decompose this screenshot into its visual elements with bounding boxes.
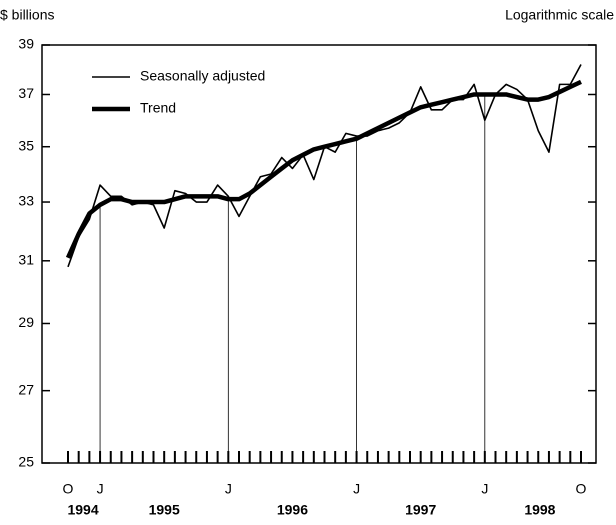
y-tick-label: 31 <box>18 252 34 268</box>
series-line <box>65 79 582 259</box>
y-tick-label: 27 <box>18 381 34 397</box>
legend-label: Trend <box>140 100 176 116</box>
x-tick-label: O <box>63 481 74 497</box>
scale-note: Logarithmic scale <box>505 7 614 23</box>
y-tick-label: 35 <box>18 137 34 153</box>
x-tick-label: J <box>97 481 104 497</box>
x-tick-label: J <box>225 481 232 497</box>
year-label: 1997 <box>405 502 436 518</box>
x-tick-label: J <box>481 481 488 497</box>
plot-frame <box>41 44 597 464</box>
x-tick-label: O <box>576 481 587 497</box>
legend-label: Seasonally adjusted <box>140 68 265 84</box>
year-label: 1994 <box>67 502 98 518</box>
y-unit-label: $ billions <box>0 7 54 23</box>
year-label: 1998 <box>524 502 555 518</box>
x-tick-label: J <box>353 481 360 497</box>
year-label: 1995 <box>149 502 180 518</box>
y-tick-label: 29 <box>18 314 34 330</box>
y-tick-label: 39 <box>18 36 34 52</box>
year-label: 1996 <box>277 502 308 518</box>
y-tick-label: 37 <box>18 85 34 101</box>
y-tick-label: 25 <box>18 454 34 470</box>
y-tick-label: 33 <box>18 193 34 209</box>
